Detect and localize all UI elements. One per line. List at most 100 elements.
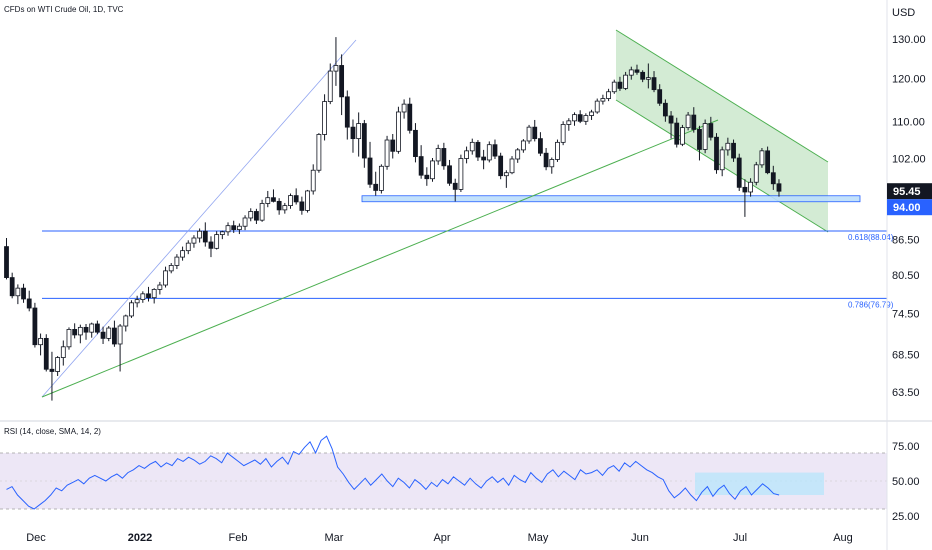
candle-body — [634, 69, 640, 73]
candle-body — [600, 98, 606, 102]
candle-body — [555, 141, 560, 160]
candle-body — [520, 140, 526, 151]
price-tick-label: 102.00 — [892, 154, 926, 166]
candle-body — [697, 129, 702, 150]
candle-body — [424, 174, 430, 180]
candle-body — [475, 141, 481, 158]
time-label: Jun — [631, 532, 649, 544]
candle-body — [49, 368, 55, 372]
candle-body — [100, 331, 106, 339]
candle-body — [231, 225, 237, 230]
candle-body — [526, 126, 532, 142]
candle-body — [413, 129, 418, 157]
candle-body — [146, 293, 151, 299]
rsi-pane — [0, 435, 887, 510]
candle-body — [151, 289, 157, 299]
candle-body — [458, 158, 464, 190]
candle-body — [112, 327, 117, 345]
price-tick-label: 130.00 — [892, 34, 926, 46]
candle-body — [89, 323, 95, 333]
candle-body — [361, 123, 367, 159]
candle-body — [367, 157, 373, 185]
candle-body — [214, 234, 220, 249]
price-axis-ticks: 130.00 120.00 110.00 102.00 86.50 80.50 74.50 6… — [892, 34, 926, 399]
candle-body — [765, 150, 771, 174]
candle-body — [668, 115, 674, 124]
candle-body — [538, 138, 543, 154]
last-price-value: 95.45 — [893, 186, 921, 198]
candle-body — [469, 141, 475, 152]
rsi-tick-label: 25.00 — [892, 511, 920, 523]
chart-title: CFDs on WTI Crude Oil, 1D, TVC — [4, 5, 124, 14]
candle-body — [140, 293, 146, 300]
candle-body — [645, 77, 651, 80]
candle-body — [282, 205, 288, 211]
time-label: Feb — [229, 532, 248, 544]
candle-body — [441, 148, 447, 167]
candle-body — [435, 148, 441, 162]
candle-body — [157, 284, 163, 290]
candle-body — [759, 150, 765, 166]
candle-body — [719, 149, 725, 171]
candle-body — [509, 158, 515, 174]
price-tick-label: 68.50 — [892, 350, 920, 362]
candle-body — [259, 203, 265, 221]
candle-body — [356, 123, 362, 140]
candle-body — [202, 230, 208, 243]
candle-body — [60, 346, 66, 358]
candle-body — [549, 159, 555, 168]
candle-body — [589, 111, 594, 116]
candle-body — [753, 164, 759, 183]
candle-body — [236, 225, 242, 230]
candle-body — [4, 246, 9, 278]
candle-body — [310, 169, 316, 192]
candle-body — [316, 134, 322, 171]
candle-body — [776, 183, 782, 192]
candle-body — [168, 265, 174, 272]
rsi-label: RSI (14, close, SMA, 14, 2) — [4, 427, 101, 436]
candle-body — [396, 111, 401, 152]
candle-body — [566, 120, 572, 125]
candle-body — [94, 323, 100, 333]
trendline — [41, 119, 719, 398]
candle-body — [384, 139, 390, 167]
price-tick-label: 120.00 — [892, 73, 926, 85]
candle-body — [481, 156, 487, 161]
candle-body — [606, 91, 611, 99]
price-tick-label: 74.50 — [892, 308, 920, 320]
candle-body — [611, 81, 617, 93]
candle-body — [373, 183, 379, 191]
candle-body — [583, 115, 589, 122]
candle-body — [651, 77, 657, 91]
price-pane: 0.618(88.04) 0.786(76.79) — [4, 29, 894, 401]
time-label: 2022 — [128, 532, 152, 544]
candle-body — [339, 65, 345, 98]
currency-label: USD — [892, 7, 915, 19]
time-label: Apr — [433, 532, 450, 544]
candle-body — [276, 200, 282, 211]
candle-body — [219, 231, 225, 236]
candle-body — [288, 195, 293, 207]
candle-body — [628, 69, 634, 76]
candle-body — [731, 142, 736, 159]
time-label: Dec — [26, 532, 46, 544]
candle-body — [77, 326, 83, 336]
candle-body — [66, 329, 72, 348]
rsi-tick-label: 75.00 — [892, 441, 920, 453]
price-badges: 95.45 94.00 — [887, 183, 932, 216]
candle-body — [185, 242, 191, 252]
rsi-axis-ticks: 75.00 50.00 25.00 — [892, 441, 920, 523]
candle-body — [532, 126, 538, 140]
candle-body — [117, 325, 123, 345]
candle-body — [430, 160, 435, 180]
candle-body — [191, 237, 197, 244]
candle-body — [32, 307, 38, 346]
channel-upper-line — [615, 29, 829, 163]
fib-trend-line — [41, 39, 357, 398]
time-label: May — [528, 532, 549, 544]
candle-body — [174, 256, 180, 266]
time-label: Aug — [833, 532, 853, 544]
candle-body — [55, 357, 61, 372]
candle-body — [623, 74, 629, 89]
candle-body — [305, 190, 310, 211]
